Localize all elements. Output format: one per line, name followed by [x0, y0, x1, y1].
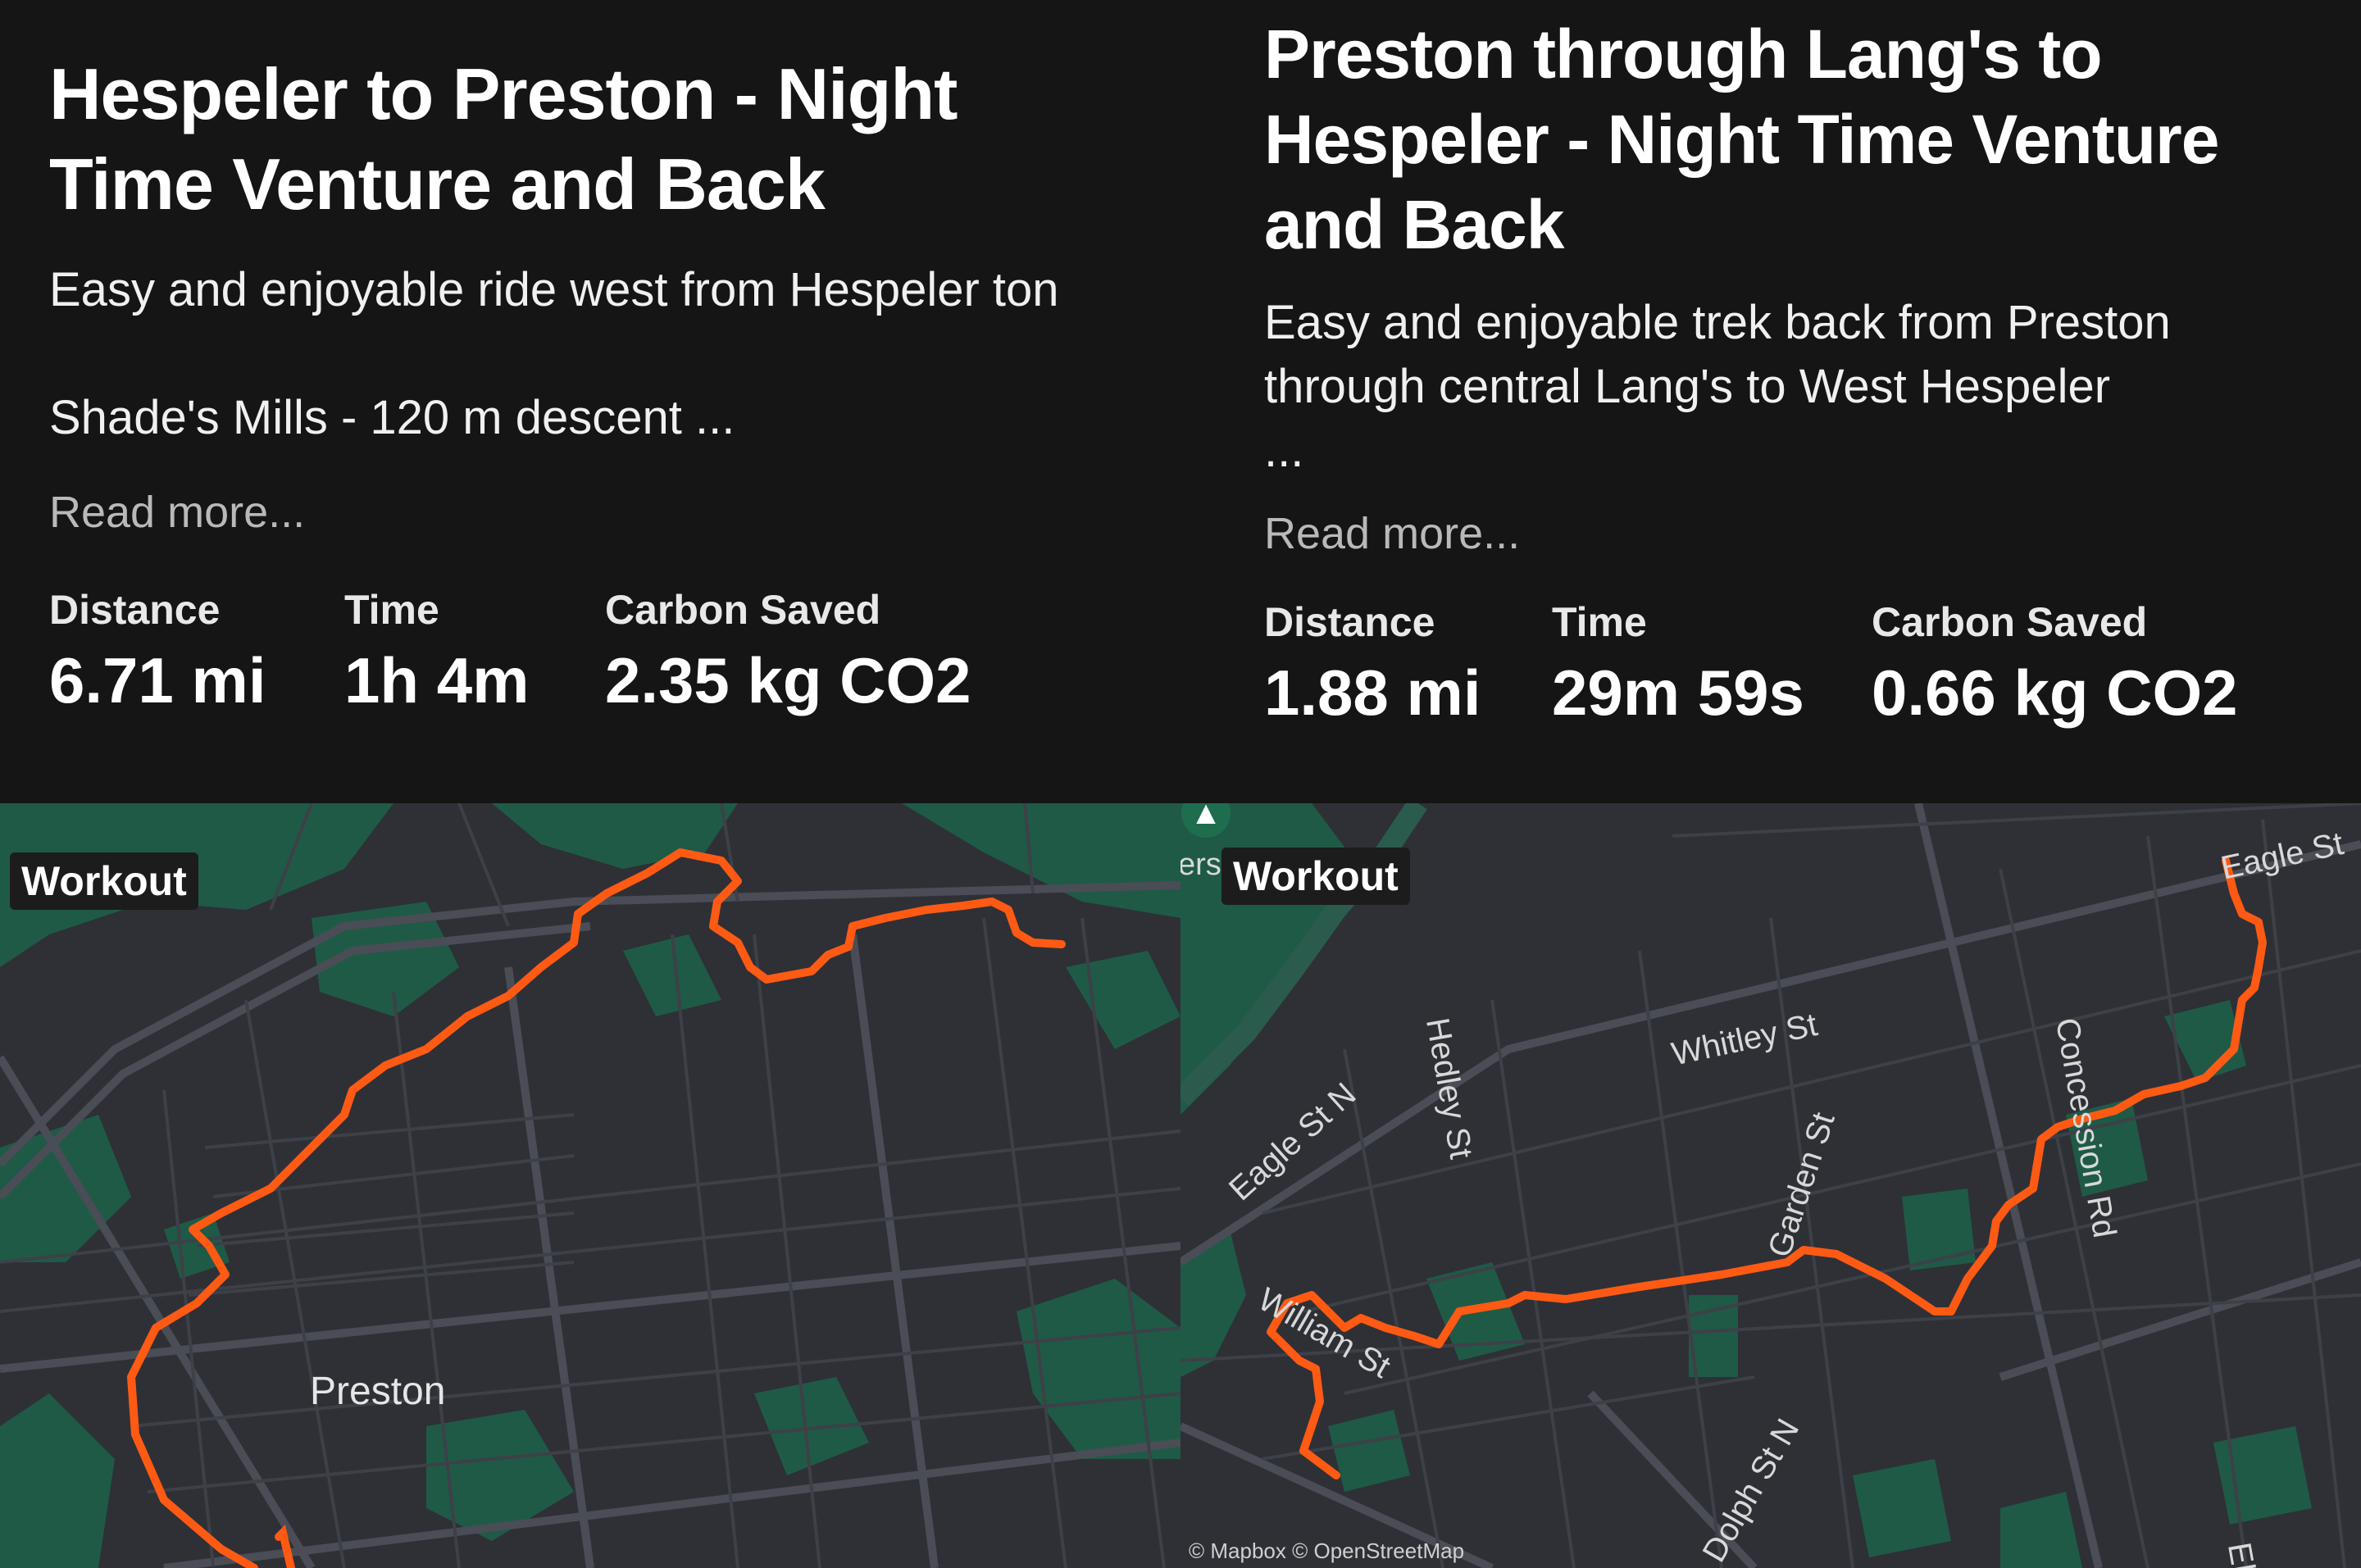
activity-description: Easy and enjoyable trek back from Presto…: [1264, 291, 2171, 483]
activity-panel-left[interactable]: Hespeler to Preston - Night Time Venture…: [0, 0, 1180, 1568]
river: [1180, 803, 1427, 1107]
activity-panel-right[interactable]: Preston through Lang's to Hespeler - Nig…: [1180, 0, 2361, 1568]
read-more-link[interactable]: Read more...: [1264, 509, 1521, 558]
minor-roads: [0, 803, 1180, 1568]
activity-title[interactable]: Hespeler to Preston - Night Time Venture…: [49, 49, 958, 230]
stat-label: Time: [1552, 599, 1647, 645]
map-attribution[interactable]: © Mapbox © OpenStreetMap: [1189, 1538, 1465, 1563]
stat-carbon: Carbon Saved 2.35 kg CO2: [605, 586, 971, 718]
map-canvas: [0, 803, 1180, 1568]
title-line: Preston through Lang's to: [1264, 16, 2103, 93]
desc-line: Shade's Mills - 120 m descent ...: [49, 391, 735, 444]
workout-badge: Workout: [1221, 848, 1410, 905]
activity-title[interactable]: Preston through Lang's to Hespeler - Nig…: [1264, 11, 2219, 267]
route-line: [1267, 857, 2267, 1479]
desc-line: ...: [1264, 424, 1304, 477]
title-line: Hespeler to Preston - Night: [49, 53, 958, 134]
title-line: Hespeler - Night Time Venture: [1264, 101, 2219, 178]
desc-line: through central Lang's to West Hespeler: [1264, 360, 2111, 413]
place-label: Preston: [310, 1370, 446, 1413]
title-line: and Back: [1264, 186, 1564, 263]
stat-label: Distance: [1264, 599, 1435, 645]
activity-description: Easy and enjoyable ride west from Hespel…: [49, 258, 1059, 450]
stat-label: Distance: [49, 587, 221, 633]
desc-line: Easy and enjoyable ride west from Hespel…: [49, 263, 1059, 316]
street-label-fragment: ers: [1180, 848, 1221, 882]
stat-value: 6.71 mi: [49, 644, 266, 716]
park-areas: [1180, 803, 2312, 1568]
stat-distance: Distance 6.71 mi: [49, 586, 266, 718]
stat-carbon: Carbon Saved 0.66 kg CO2: [1872, 598, 2238, 730]
major-roads: [0, 881, 1180, 1568]
stat-value: 2.35 kg CO2: [605, 644, 971, 716]
major-roads: [1180, 803, 2361, 1568]
stat-label: Time: [344, 587, 439, 633]
route-map[interactable]: Workout Preston: [0, 803, 1180, 1568]
stat-label: Carbon Saved: [1872, 599, 2148, 645]
desc-line: Easy and enjoyable trek back from Presto…: [1264, 296, 2171, 349]
stat-label: Carbon Saved: [605, 587, 881, 633]
route-tail: [275, 1525, 295, 1568]
route-map[interactable]: ▲ ers Workout Eagle St N Whitley St Hedl…: [1180, 803, 2361, 1568]
title-line: Time Venture and Back: [49, 143, 826, 225]
stat-value: 1h 4m: [344, 644, 530, 716]
stat-distance: Distance 1.88 mi: [1264, 598, 1481, 730]
stat-value: 0.66 kg CO2: [1872, 657, 2238, 729]
stat-time: Time 29m 59s: [1552, 598, 1804, 730]
stat-time: Time 1h 4m: [344, 586, 529, 718]
activity-card: Preston through Lang's to Hespeler - Nig…: [1180, 0, 2361, 803]
minor-roads: [1180, 803, 2361, 1568]
route-line: [127, 848, 1066, 1568]
activity-card: Hespeler to Preston - Night Time Venture…: [0, 0, 1180, 803]
read-more-link[interactable]: Read more...: [49, 488, 306, 537]
park-areas: [0, 803, 1180, 1568]
workout-badge: Workout: [10, 852, 198, 910]
stat-value: 1.88 mi: [1264, 657, 1481, 729]
stat-value: 29m 59s: [1552, 657, 1804, 729]
